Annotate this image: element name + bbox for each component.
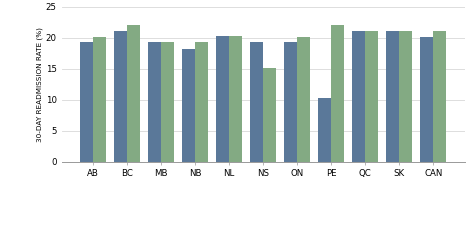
- Bar: [420, 37, 433, 162]
- Bar: [352, 31, 365, 162]
- Y-axis label: 30-DAY READMISSION RATE (%): 30-DAY READMISSION RATE (%): [36, 27, 43, 142]
- Bar: [229, 36, 242, 162]
- Bar: [250, 42, 263, 162]
- Bar: [399, 31, 412, 162]
- Bar: [114, 31, 127, 162]
- Bar: [386, 31, 399, 162]
- Bar: [148, 42, 161, 162]
- Bar: [216, 36, 229, 162]
- Bar: [80, 42, 93, 162]
- Bar: [127, 25, 140, 162]
- Bar: [318, 98, 331, 162]
- Bar: [93, 37, 106, 162]
- Bar: [182, 49, 195, 162]
- Bar: [161, 42, 174, 162]
- Bar: [331, 25, 344, 162]
- Bar: [433, 31, 446, 162]
- Bar: [297, 37, 310, 162]
- Bar: [195, 42, 208, 162]
- Bar: [284, 42, 297, 162]
- Bar: [263, 68, 276, 162]
- Bar: [365, 31, 378, 162]
